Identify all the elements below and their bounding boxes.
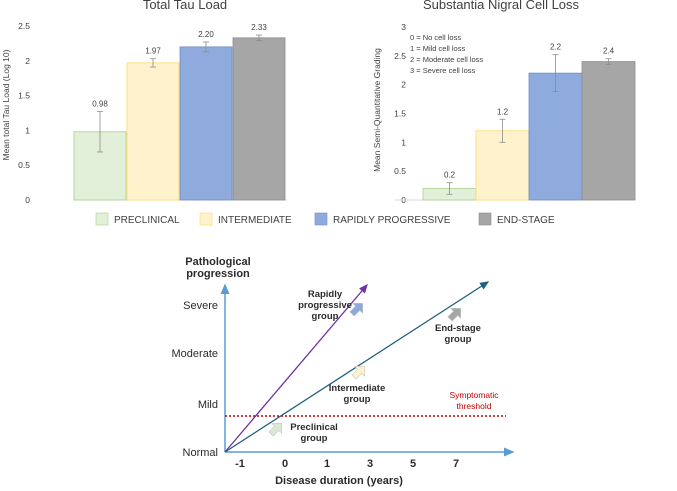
legend-label: END-STAGE — [497, 215, 555, 226]
diagram-group-label: group — [445, 334, 472, 345]
tau-y-tick: 1 — [25, 125, 30, 135]
tau-y-tick: 0.5 — [18, 160, 30, 170]
group-arrow-icon — [447, 308, 461, 322]
group-arrow-icon — [351, 366, 365, 380]
diagram-y-level: Mild — [198, 399, 218, 411]
diagram-y-level: Severe — [183, 300, 218, 312]
legend-label: RAPIDLY PROGRESSIVE — [333, 215, 451, 226]
tau-bar — [232, 37, 286, 201]
diagram-x-tick: 7 — [453, 458, 459, 470]
tau-data-label: 1.97 — [145, 47, 161, 56]
diagram-group-label: group — [301, 433, 328, 444]
nigral-y-tick: 0.5 — [394, 166, 406, 176]
legend-label: INTERMEDIATE — [218, 215, 292, 226]
tau-y-tick: 1.5 — [18, 91, 30, 101]
legend-swatch — [199, 212, 213, 226]
nigral-y-tick: 2.5 — [394, 51, 406, 61]
tau-y-tick: 0 — [25, 195, 30, 205]
diagram-x-tick: 0 — [282, 458, 288, 470]
group-arrow-icon — [349, 303, 363, 317]
tau-load-chart: Total Tau Load Mean total Tau Load (Log … — [1, 0, 287, 205]
legend-label: PRECLINICAL — [114, 215, 180, 226]
nigral-bar — [581, 61, 636, 201]
tau-data-label: 2.20 — [198, 30, 214, 39]
tau-y-axis-label: Mean total Tau Load (Log 10) — [1, 49, 11, 160]
nigral-y-tick: 1 — [401, 137, 406, 147]
group-arrow-icon — [268, 423, 282, 437]
tau-data-label: 0.98 — [92, 100, 108, 109]
legend-swatch — [314, 212, 328, 226]
diagram-y-level: Moderate — [172, 348, 218, 360]
nigral-y-tick: 2 — [401, 80, 406, 90]
nigral-chart-title: Substantia Nigral Cell Loss — [423, 0, 580, 12]
diagram-group-label: group — [344, 394, 371, 405]
nigral-bar — [528, 72, 583, 201]
diagram-group-label: Rapidly — [308, 289, 343, 300]
diagram-y-title-line2: progression — [186, 268, 250, 280]
tau-y-tick: 2.5 — [18, 21, 30, 31]
diagram-x-tick: 1 — [324, 458, 330, 470]
grading-key-line: 3 = Severe cell loss — [410, 66, 475, 75]
diagram-group-label: progressive — [298, 300, 352, 311]
tau-y-tick: 2 — [25, 56, 30, 66]
diagram-group-label: End-stage — [435, 323, 481, 334]
nigral-loss-chart: Substantia Nigral Cell Loss Mean Semi-Qu… — [372, 0, 636, 205]
nigral-data-label: 2.2 — [550, 43, 562, 52]
grading-key-line: 2 = Moderate cell loss — [410, 55, 483, 64]
tau-bar — [179, 46, 233, 201]
nigral-y-tick: 3 — [401, 22, 406, 32]
nigral-y-tick: 1.5 — [394, 109, 406, 119]
diagram-y-level: Normal — [183, 447, 218, 459]
grading-key-line: 1 = Mild cell loss — [410, 44, 465, 53]
threshold-label-line1: Symptomatic — [449, 390, 499, 400]
tau-bar — [126, 62, 180, 201]
nigral-y-axis-label: Mean Semi-Quantitative Grading — [372, 48, 382, 172]
diagram-group-label: group — [312, 311, 339, 322]
legend: PRECLINICAL INTERMEDIATE RAPIDLY PROGRESSI… — [95, 212, 555, 226]
nigral-data-label: 0.2 — [444, 171, 456, 180]
legend-swatch — [95, 212, 109, 226]
nigral-data-label: 2.4 — [603, 47, 615, 56]
diagram-x-tick: 3 — [367, 458, 373, 470]
diagram-x-tick: -1 — [235, 458, 245, 470]
nigral-data-label: 1.2 — [497, 107, 509, 116]
grading-key-line: 0 = No cell loss — [410, 33, 461, 42]
progression-diagram: Pathological progression Normal Mild Moder… — [172, 256, 515, 487]
tau-data-label: 2.33 — [251, 23, 267, 32]
diagram-group-label: Preclinical — [290, 422, 338, 433]
tau-chart-title: Total Tau Load — [143, 0, 227, 12]
diagram-x-axis-label: Disease duration (years) — [275, 475, 403, 487]
threshold-label-line2: threshold — [457, 401, 492, 411]
diagram-y-title-line1: Pathological — [185, 256, 250, 268]
diagram-x-tick: 5 — [410, 458, 416, 470]
rapid-progression-line — [224, 284, 368, 453]
diagram-group-label: Intermediate — [329, 383, 386, 394]
legend-swatch — [478, 212, 492, 226]
grading-key: 0 = No cell loss 1 = Mild cell loss 2 = Mo… — [410, 33, 483, 75]
